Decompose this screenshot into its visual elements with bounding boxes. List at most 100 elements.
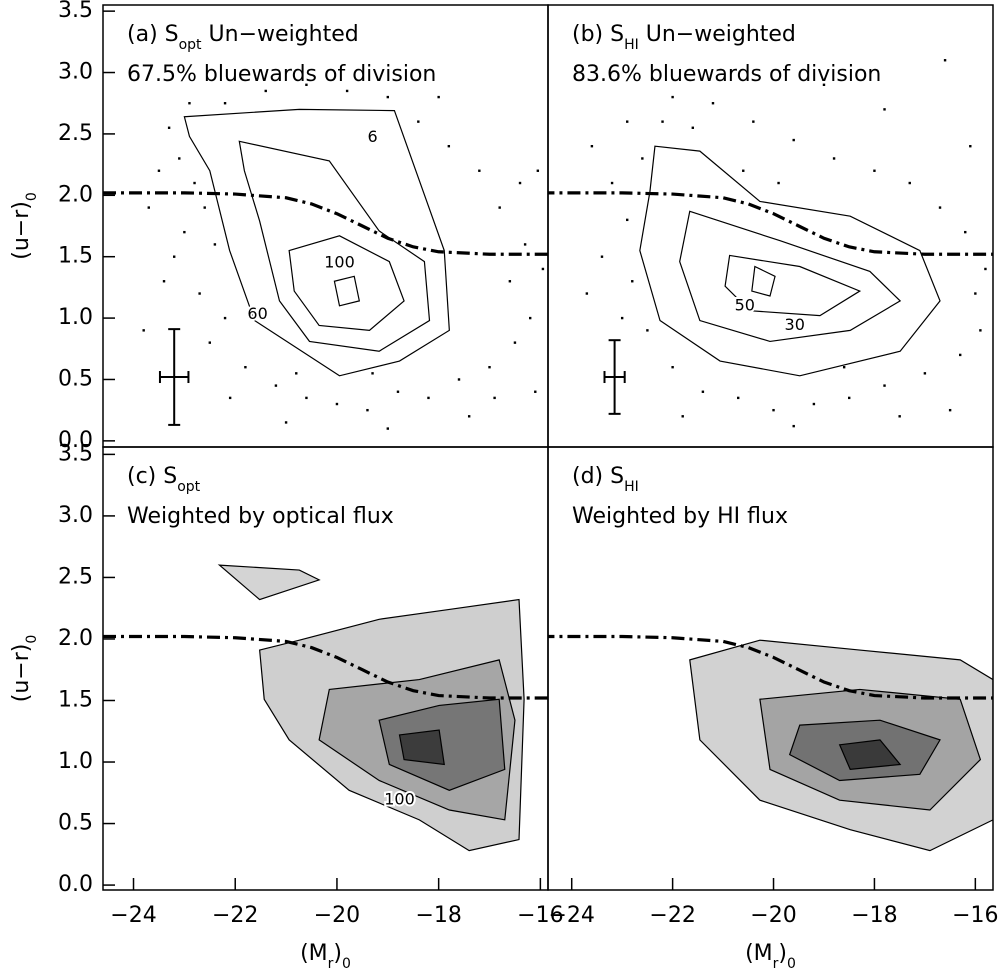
- point: [873, 169, 876, 172]
- panel-label-main: (b) S: [572, 22, 624, 47]
- x-axis-label: (Mr)0: [745, 941, 796, 972]
- panel-label: (d) SHI: [572, 464, 639, 495]
- point: [842, 365, 846, 369]
- x-tick-label: −24: [110, 903, 156, 928]
- point: [447, 144, 451, 148]
- x-axis-label-part: 0: [342, 956, 351, 972]
- x-axis-label-part: r: [773, 956, 779, 972]
- point: [167, 126, 171, 129]
- point: [305, 83, 308, 87]
- point: [681, 415, 684, 418]
- point: [737, 396, 740, 400]
- point: [923, 372, 927, 375]
- y-tick-label: 1.0: [58, 749, 93, 774]
- y-tick-label: 0.5: [58, 811, 93, 836]
- contour: [724, 254, 862, 317]
- y-tick-label: 0.5: [58, 366, 93, 391]
- x-axis-label-part: 0: [787, 956, 796, 972]
- point: [711, 102, 715, 105]
- point: [228, 396, 232, 400]
- point: [178, 157, 181, 160]
- y-tick-label: 2.5: [58, 564, 93, 589]
- plot-area: 50 30: [548, 59, 993, 428]
- x-axis-label-part: ): [778, 941, 787, 966]
- point: [590, 144, 594, 148]
- point: [371, 372, 374, 375]
- contour: [639, 145, 941, 377]
- point: [626, 218, 629, 222]
- point: [536, 169, 540, 172]
- contour: [288, 235, 405, 331]
- x-tick-label: −18: [851, 903, 897, 928]
- point: [585, 292, 589, 295]
- contour-label: 30: [785, 315, 805, 334]
- point: [832, 157, 836, 160]
- point: [305, 396, 308, 400]
- point: [671, 95, 674, 99]
- y-tick-label: 0.0: [58, 872, 93, 897]
- point: [457, 378, 461, 381]
- y-tick-label: 3.5: [58, 0, 93, 23]
- point: [883, 384, 886, 387]
- point: [984, 267, 987, 271]
- point: [188, 102, 191, 105]
- point: [959, 353, 962, 357]
- point: [417, 120, 420, 123]
- contour-label: 6: [367, 127, 377, 146]
- point: [427, 396, 430, 400]
- y-axis-label: (u−r)0: [9, 192, 40, 260]
- point: [467, 415, 471, 418]
- point: [671, 365, 674, 369]
- y-tick-label: 2.5: [58, 121, 93, 146]
- point: [498, 206, 501, 209]
- y-tick-label: 0.0: [58, 428, 93, 453]
- point: [848, 396, 851, 400]
- point: [437, 95, 440, 99]
- point: [173, 255, 176, 258]
- annotation: 67.5% bluewards of division: [127, 62, 436, 87]
- point: [742, 169, 745, 172]
- annotation: 83.6% bluewards of division: [572, 62, 881, 87]
- point: [792, 138, 795, 142]
- point: [193, 181, 196, 185]
- contour: [217, 564, 321, 601]
- contour-label: 60: [247, 304, 267, 323]
- point: [335, 402, 339, 406]
- point: [974, 292, 977, 295]
- x-tick-label: −20: [750, 903, 796, 928]
- contour: [238, 140, 431, 352]
- point: [488, 365, 491, 369]
- point: [147, 206, 150, 209]
- panel: −24 −22 −20 −18 −16 (d) SHI Weighted by HI flu…: [547, 446, 999, 972]
- y-tick-label: 1.5: [58, 244, 93, 269]
- panel-label-rest: Un−weighted: [202, 22, 359, 47]
- panel-label-main: (c) S: [127, 464, 177, 489]
- x-axis-label-part: (M: [300, 941, 328, 966]
- y-axis-label-sub: 0: [24, 635, 40, 644]
- y-tick-label: 3.0: [58, 503, 93, 528]
- point: [493, 396, 496, 400]
- point: [948, 408, 952, 412]
- point: [295, 372, 298, 375]
- y-tick-label: 1.5: [58, 687, 93, 712]
- point: [345, 89, 349, 93]
- y-tick-label: 3.5: [58, 441, 93, 466]
- error-bar: [158, 328, 190, 426]
- division-line: [103, 634, 548, 700]
- x-axis-label-part: (M: [745, 941, 773, 966]
- point: [908, 181, 911, 185]
- division-line: [548, 634, 993, 700]
- point: [274, 384, 278, 387]
- x-axis-label-part: r: [328, 956, 334, 972]
- point: [600, 255, 604, 258]
- annotation: Weighted by optical flux: [127, 504, 394, 529]
- point: [508, 280, 512, 283]
- point: [898, 415, 901, 418]
- point: [541, 267, 545, 271]
- point: [792, 424, 795, 428]
- point: [523, 243, 527, 246]
- annotation: Weighted by HI flux: [572, 504, 788, 529]
- contour: [398, 729, 445, 766]
- panel-label: (b) SHI Un−weighted: [572, 22, 796, 53]
